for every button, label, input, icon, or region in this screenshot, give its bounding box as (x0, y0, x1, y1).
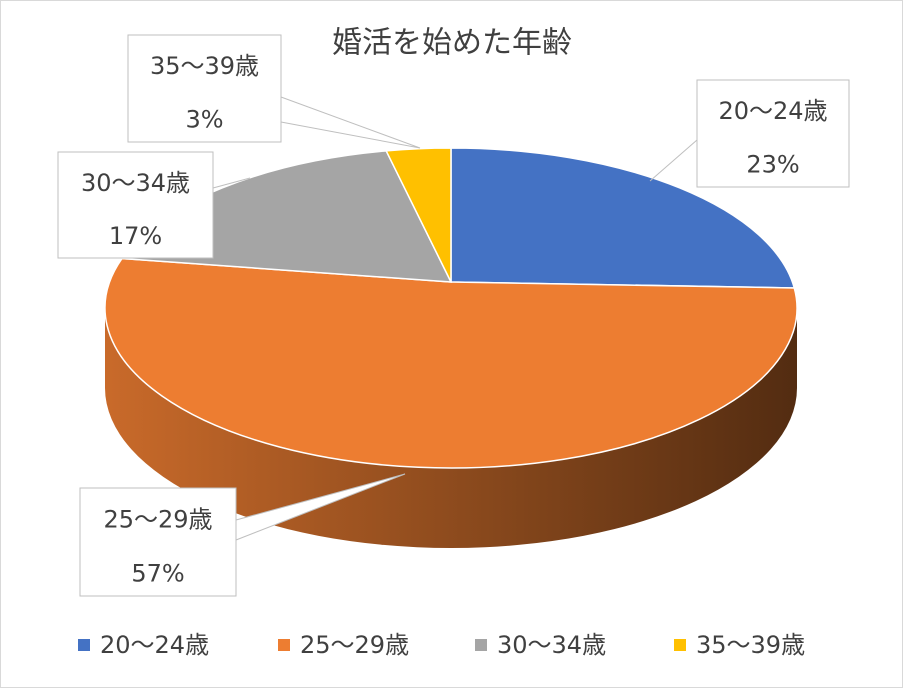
category-label: 35～39歳 (150, 52, 259, 80)
label-box (127, 34, 282, 143)
value-label: 17% (109, 222, 162, 250)
slice-side (105, 308, 797, 548)
legend-label: 25～29歳 (300, 631, 409, 659)
label-box (57, 151, 214, 259)
legend-swatch (78, 639, 90, 651)
legend-label: 30～34歳 (497, 631, 606, 659)
pie-sides (105, 308, 797, 548)
legend-swatch (475, 639, 487, 651)
value-label: 3% (185, 106, 223, 134)
value-label: 23% (746, 151, 799, 179)
label-box (696, 79, 850, 188)
legend-label: 20～24歳 (100, 631, 209, 659)
value-label: 57% (131, 559, 184, 587)
legend-swatch (278, 639, 290, 651)
leader-line (235, 473, 406, 541)
pie-slice (385, 147, 452, 283)
category-label: 30～34歳 (81, 169, 190, 197)
category-label: 25～29歳 (103, 505, 212, 533)
pie-slice (104, 257, 798, 469)
data-labels: 20～24歳 23% 25～29歳 57% 30～34歳 17% 35～39歳 3% (57, 34, 850, 597)
leader-line (212, 177, 251, 189)
category-label: 20～24歳 (718, 97, 827, 125)
leader-line (649, 139, 698, 182)
pie-tops (104, 147, 798, 469)
leader-line (280, 96, 421, 149)
legend-label: 35～39歳 (696, 631, 805, 659)
label-box (79, 487, 237, 597)
legend-swatch (674, 639, 686, 651)
chart-title: 婚活を始めた年齢 (332, 26, 572, 61)
legend: 20～24歳 25～29歳 30～34歳 35～39歳 (78, 631, 805, 659)
pie-slice (450, 147, 796, 289)
